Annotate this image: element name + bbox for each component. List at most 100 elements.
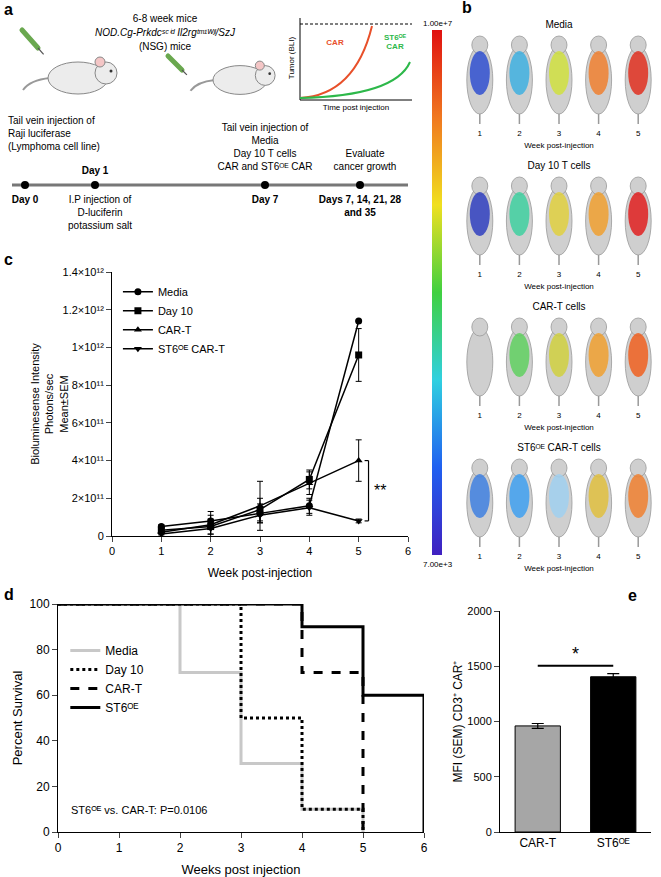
svg-text:500: 500 bbox=[473, 771, 491, 783]
svg-text:4×10¹¹: 4×10¹¹ bbox=[72, 454, 104, 466]
svg-text:2: 2 bbox=[517, 411, 522, 420]
svg-text:Weeks post injection: Weeks post injection bbox=[182, 862, 301, 877]
svg-text:Week post-injection: Week post-injection bbox=[208, 566, 313, 580]
svg-text:4: 4 bbox=[596, 270, 601, 279]
svg-text:2: 2 bbox=[208, 545, 214, 557]
svg-text:Day 7: Day 7 bbox=[252, 194, 279, 205]
svg-text:8×10¹¹: 8×10¹¹ bbox=[72, 379, 104, 391]
svg-text:Evaluate: Evaluate bbox=[346, 148, 385, 159]
svg-text:4: 4 bbox=[306, 545, 312, 557]
svg-text:5: 5 bbox=[636, 129, 641, 138]
svg-text:5: 5 bbox=[636, 411, 641, 420]
svg-text:cancer growth: cancer growth bbox=[334, 161, 397, 172]
svg-text:1: 1 bbox=[478, 270, 483, 279]
svg-text:Day 10: Day 10 bbox=[158, 305, 193, 317]
svg-text:3: 3 bbox=[557, 270, 562, 279]
svg-text:20: 20 bbox=[36, 780, 50, 794]
svg-text:D-luciferin: D-luciferin bbox=[77, 207, 122, 218]
svg-text:ST6ᴼᴱ vs. CAR-T: P=0.0106: ST6ᴼᴱ vs. CAR-T: P=0.0106 bbox=[71, 804, 207, 816]
svg-text:Raji luciferase: Raji luciferase bbox=[8, 128, 71, 139]
svg-text:6-8 week mice: 6-8 week mice bbox=[133, 13, 198, 24]
svg-text:ST6ᴼᴱ: ST6ᴼᴱ bbox=[105, 701, 138, 715]
svg-text:2: 2 bbox=[517, 552, 522, 561]
svg-text:6×10¹¹: 6×10¹¹ bbox=[72, 417, 104, 429]
svg-text:6: 6 bbox=[421, 841, 428, 855]
svg-text:Tumor (BLI): Tumor (BLI) bbox=[287, 36, 296, 79]
svg-text:CAR and ST6ᴼᴱ CAR: CAR and ST6ᴼᴱ CAR bbox=[218, 161, 313, 172]
svg-text:ST6ᴼᴱ: ST6ᴼᴱ bbox=[384, 33, 407, 42]
svg-text:(NSG) mice: (NSG) mice bbox=[139, 41, 192, 52]
svg-text:1500: 1500 bbox=[467, 660, 491, 672]
svg-text:60: 60 bbox=[36, 688, 50, 702]
svg-text:Day 10 T cells: Day 10 T cells bbox=[528, 160, 591, 171]
svg-text:5: 5 bbox=[356, 545, 362, 557]
svg-text:Time post injection: Time post injection bbox=[323, 103, 389, 112]
svg-text:3: 3 bbox=[257, 545, 263, 557]
svg-text:1: 1 bbox=[478, 552, 483, 561]
svg-text:80: 80 bbox=[36, 643, 50, 657]
svg-text:Media: Media bbox=[251, 135, 279, 146]
svg-text:5: 5 bbox=[360, 841, 367, 855]
svg-text:CAR: CAR bbox=[326, 38, 344, 47]
svg-text:2: 2 bbox=[517, 270, 522, 279]
svg-text:2: 2 bbox=[177, 841, 184, 855]
svg-text:*: * bbox=[572, 644, 579, 664]
svg-text:5: 5 bbox=[636, 270, 641, 279]
svg-text:NOD.Cg-Prkdcˢᶜⁱᵈ Il2rgᵗᵐ¹ᵂʲˡ/S: NOD.Cg-Prkdcˢᶜⁱᵈ Il2rgᵗᵐ¹ᵂʲˡ/SzJ bbox=[95, 27, 236, 38]
svg-text:Week post-injection: Week post-injection bbox=[524, 141, 594, 150]
svg-text:1: 1 bbox=[116, 841, 123, 855]
svg-text:Days 7, 14, 21, 28: Days 7, 14, 21, 28 bbox=[319, 194, 402, 205]
svg-text:Week post-injection: Week post-injection bbox=[524, 423, 594, 432]
svg-text:Day 0: Day 0 bbox=[12, 194, 39, 205]
svg-text:b: b bbox=[462, 0, 472, 16]
svg-text:and 35: and 35 bbox=[344, 207, 376, 218]
svg-text:ST6ᴼᴱ CAR-T cells: ST6ᴼᴱ CAR-T cells bbox=[517, 442, 601, 453]
svg-text:3: 3 bbox=[238, 841, 245, 855]
svg-text:CAR-T: CAR-T bbox=[158, 324, 192, 336]
svg-text:Bioluminesense IntensityPhoton: Bioluminesense IntensityPhotons/secMean±… bbox=[29, 343, 70, 465]
svg-text:Percent Survival: Percent Survival bbox=[10, 671, 25, 766]
svg-text:100: 100 bbox=[30, 597, 50, 611]
svg-text:I.P injection of: I.P injection of bbox=[69, 194, 132, 205]
svg-text:Day 10 T cells: Day 10 T cells bbox=[234, 148, 297, 159]
svg-text:1: 1 bbox=[478, 129, 483, 138]
svg-text:Day 1: Day 1 bbox=[82, 165, 109, 176]
svg-text:0: 0 bbox=[55, 841, 62, 855]
svg-text:Week post-injection: Week post-injection bbox=[524, 564, 594, 573]
svg-text:4: 4 bbox=[596, 129, 601, 138]
svg-text:0: 0 bbox=[43, 825, 50, 839]
svg-text:6: 6 bbox=[405, 545, 411, 557]
svg-text:Day 10: Day 10 bbox=[105, 663, 143, 677]
svg-text:Tail vein injection of: Tail vein injection of bbox=[8, 115, 95, 126]
svg-text:MFI (SEM) CD3⁺ CAR⁺: MFI (SEM) CD3⁺ CAR⁺ bbox=[451, 661, 465, 783]
svg-text:1: 1 bbox=[158, 545, 164, 557]
svg-text:1.2×10¹²: 1.2×10¹² bbox=[63, 304, 105, 316]
svg-text:40: 40 bbox=[36, 734, 50, 748]
svg-text:CAR: CAR bbox=[386, 42, 404, 51]
svg-text:CAR-T: CAR-T bbox=[519, 836, 556, 850]
svg-text:3: 3 bbox=[557, 129, 562, 138]
svg-text:3: 3 bbox=[557, 552, 562, 561]
svg-text:0: 0 bbox=[98, 530, 104, 542]
svg-text:7.00e+3: 7.00e+3 bbox=[423, 560, 453, 569]
svg-text:Week post-injection: Week post-injection bbox=[524, 282, 594, 291]
svg-text:1.4×10¹²: 1.4×10¹² bbox=[63, 266, 105, 278]
svg-text:1: 1 bbox=[478, 411, 483, 420]
svg-text:CAR-T cells: CAR-T cells bbox=[532, 301, 585, 312]
svg-text:2000: 2000 bbox=[467, 605, 491, 617]
svg-text:Tail vein injection of: Tail vein injection of bbox=[222, 122, 309, 133]
svg-text:a: a bbox=[4, 1, 13, 18]
svg-text:**: ** bbox=[374, 482, 386, 499]
svg-text:CAR-T: CAR-T bbox=[105, 682, 142, 696]
svg-text:Media: Media bbox=[545, 19, 573, 30]
svg-text:1.00e+7: 1.00e+7 bbox=[423, 19, 453, 28]
svg-text:Media: Media bbox=[158, 286, 189, 298]
svg-text:potassium salt: potassium salt bbox=[68, 220, 132, 231]
svg-text:3: 3 bbox=[557, 411, 562, 420]
svg-text:(Lymphoma cell line): (Lymphoma cell line) bbox=[8, 141, 100, 152]
svg-text:ST6ᴼᴱ: ST6ᴼᴱ bbox=[597, 836, 630, 850]
svg-text:4: 4 bbox=[596, 552, 601, 561]
svg-text:5: 5 bbox=[636, 552, 641, 561]
svg-text:2: 2 bbox=[517, 129, 522, 138]
svg-text:2×10¹¹: 2×10¹¹ bbox=[72, 492, 104, 504]
